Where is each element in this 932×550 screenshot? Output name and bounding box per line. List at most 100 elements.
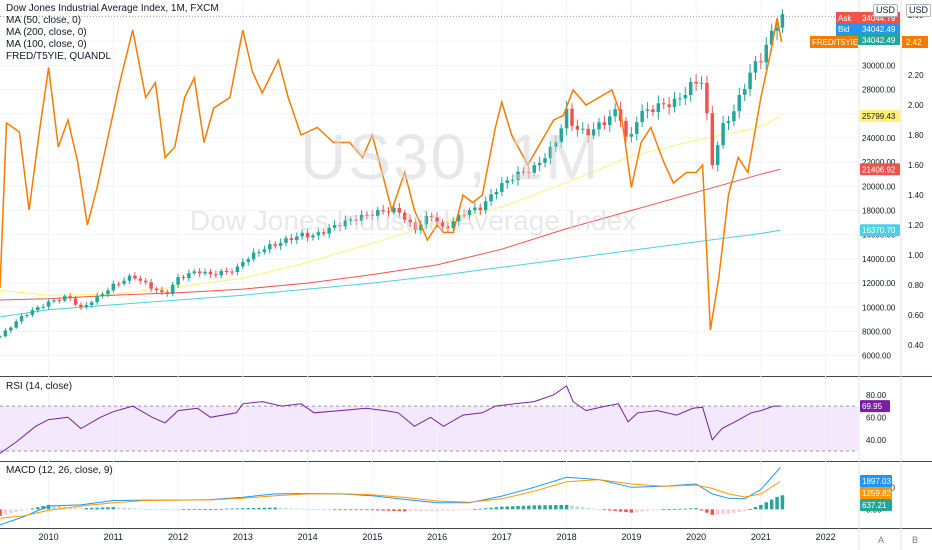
macd-histogram-bar[interactable] xyxy=(721,509,725,515)
candle[interactable] xyxy=(732,111,736,122)
candle[interactable] xyxy=(764,44,769,63)
candle[interactable] xyxy=(645,109,650,111)
macd-histogram-bar[interactable] xyxy=(764,502,769,510)
macd-histogram-bar[interactable] xyxy=(635,509,639,513)
macd-histogram-bar[interactable] xyxy=(413,509,418,512)
macd-label[interactable]: MACD (12, 26, close, 9) xyxy=(6,465,113,476)
signal-line[interactable] xyxy=(0,479,781,519)
macd-histogram-bar[interactable] xyxy=(575,506,580,510)
candle[interactable] xyxy=(775,27,779,31)
candle[interactable] xyxy=(467,210,472,216)
macd-histogram-bar[interactable] xyxy=(192,509,197,511)
candle[interactable] xyxy=(532,165,536,173)
candle[interactable] xyxy=(392,207,396,213)
macd-histogram-bar[interactable] xyxy=(84,508,89,510)
macd-histogram-bar[interactable] xyxy=(138,508,143,510)
macd-histogram-bar[interactable] xyxy=(375,509,380,511)
candle[interactable] xyxy=(413,222,418,231)
macd-histogram-bar[interactable] xyxy=(483,508,488,510)
candle[interactable] xyxy=(683,95,688,99)
macd-histogram-bar[interactable] xyxy=(478,508,483,510)
macd-histogram-bar[interactable] xyxy=(678,508,682,510)
macd-histogram-bar[interactable] xyxy=(672,508,677,510)
macd-histogram-bar[interactable] xyxy=(154,509,159,510)
macd-histogram-bar[interactable] xyxy=(241,508,245,510)
candle[interactable] xyxy=(456,214,461,222)
macd-histogram-bar[interactable] xyxy=(467,509,472,511)
macd-histogram-bar[interactable] xyxy=(543,505,547,510)
legend-t5yie[interactable]: FRED/T5YIE, QUANDL xyxy=(6,51,112,62)
price-tag-label-0[interactable]: Ask xyxy=(838,14,852,23)
macd-histogram-bar[interactable] xyxy=(46,504,51,510)
ma-tag-1[interactable]: 21406.92 xyxy=(862,165,896,174)
candle[interactable] xyxy=(608,116,612,126)
candle[interactable] xyxy=(251,252,256,260)
candle[interactable] xyxy=(494,191,499,195)
candle[interactable] xyxy=(305,232,310,238)
candle[interactable] xyxy=(25,314,29,316)
macd-histogram-bar[interactable] xyxy=(122,507,126,510)
macd-histogram-bar[interactable] xyxy=(570,505,574,510)
candle[interactable] xyxy=(0,336,2,338)
macd-histogram-bar[interactable] xyxy=(197,509,202,510)
candle[interactable] xyxy=(73,298,78,305)
macd-histogram-bar[interactable] xyxy=(224,508,229,510)
candle[interactable] xyxy=(451,221,456,229)
candle[interactable] xyxy=(446,226,450,229)
macd-histogram-bar[interactable] xyxy=(343,509,348,511)
macd-histogram-bar[interactable] xyxy=(111,507,116,510)
macd-histogram-bar[interactable] xyxy=(106,507,110,510)
macd-histogram-bar[interactable] xyxy=(176,509,180,511)
macd-histogram-bar[interactable] xyxy=(516,506,520,510)
candle[interactable] xyxy=(462,214,466,216)
candle[interactable] xyxy=(402,212,407,220)
macd-histogram-bar[interactable] xyxy=(656,509,661,511)
candle[interactable] xyxy=(41,306,45,308)
macd-histogram-bar[interactable] xyxy=(208,509,213,510)
candle[interactable] xyxy=(143,280,148,283)
macd-histogram-bar[interactable] xyxy=(370,509,375,511)
candle[interactable] xyxy=(440,222,445,227)
macd-histogram-bar[interactable] xyxy=(354,509,358,511)
macd-histogram-bar[interactable] xyxy=(246,508,250,510)
macd-histogram-bar[interactable] xyxy=(537,505,542,510)
candle[interactable] xyxy=(116,283,121,285)
legend-ma200[interactable]: MA (200, close, 0) xyxy=(6,27,87,38)
macd-histogram-bar[interactable] xyxy=(30,508,35,510)
candle[interactable] xyxy=(354,219,358,221)
candle[interactable] xyxy=(343,220,348,227)
macd-histogram-bar[interactable] xyxy=(160,509,164,510)
candle[interactable] xyxy=(478,207,483,211)
candle[interactable] xyxy=(694,81,698,84)
candle[interactable] xyxy=(748,72,752,90)
candle[interactable] xyxy=(742,89,747,95)
candle[interactable] xyxy=(219,271,223,276)
rsi-label[interactable]: RSI (14, close) xyxy=(6,381,73,392)
candle[interactable] xyxy=(79,304,83,308)
macd-histogram-bar[interactable] xyxy=(521,505,526,510)
macd-histogram-bar[interactable] xyxy=(494,507,499,510)
macd-histogram-bar[interactable] xyxy=(57,506,62,510)
candle[interactable] xyxy=(489,194,493,202)
candle[interactable] xyxy=(629,133,634,137)
candle[interactable] xyxy=(559,128,563,143)
candle[interactable] xyxy=(516,171,520,180)
candle[interactable] xyxy=(30,310,35,315)
candle[interactable] xyxy=(651,109,655,113)
macd-histogram-bar[interactable] xyxy=(608,509,612,511)
macd-histogram-bar[interactable] xyxy=(500,506,504,510)
candle[interactable] xyxy=(176,277,180,285)
candle[interactable] xyxy=(262,249,267,253)
candle[interactable] xyxy=(435,217,439,223)
macd-histogram-bar[interactable] xyxy=(203,509,207,510)
price-tag-label-bg-1[interactable] xyxy=(836,23,860,34)
candle[interactable] xyxy=(154,288,159,291)
candle[interactable] xyxy=(36,307,40,311)
legend-ma50[interactable]: MA (50, close, 0) xyxy=(6,15,82,26)
macd-histogram-bar[interactable] xyxy=(273,507,277,510)
candle[interactable] xyxy=(386,211,391,213)
macd-histogram-bar[interactable] xyxy=(149,508,153,510)
price-tag-label-1[interactable]: Bid xyxy=(838,25,850,34)
candle[interactable] xyxy=(602,122,607,126)
candle[interactable] xyxy=(586,128,590,136)
